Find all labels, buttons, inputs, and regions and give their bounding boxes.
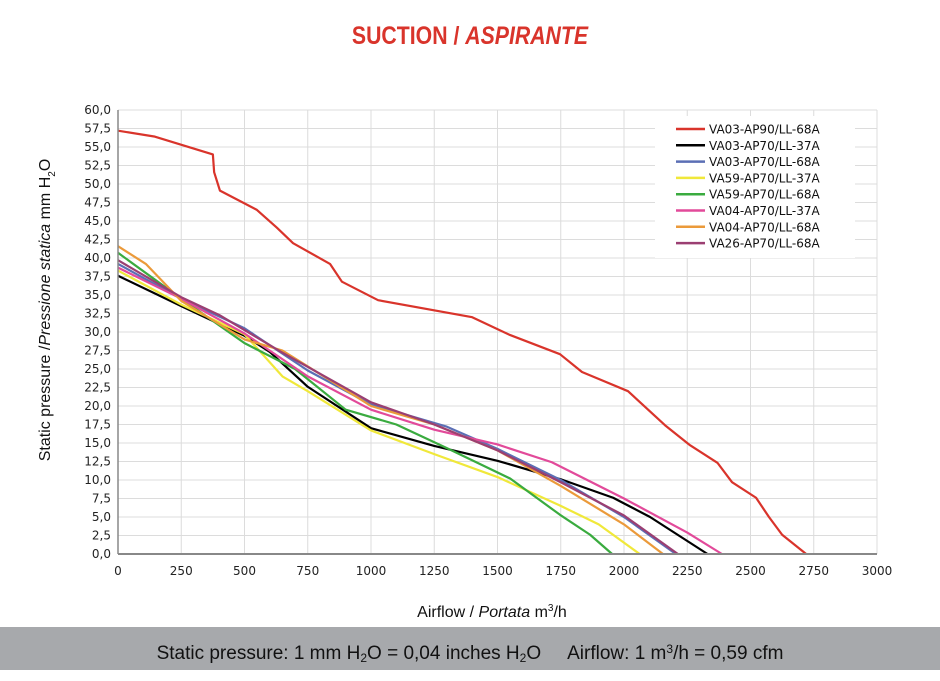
- axes: 0 250 500 750 1000 1250 1500 1750 2000 2250 2500 27…: [84, 103, 892, 578]
- series-lines: [117, 129, 807, 555]
- y-tick-label: 37,5: [84, 270, 111, 284]
- series-line: [117, 245, 664, 555]
- y-tick-label: 42,5: [84, 233, 111, 247]
- y-tick-label: 35,0: [84, 288, 111, 302]
- legend-label: VA04-AP70/LL-68A: [709, 220, 821, 234]
- legend-label: VA59-AP70/LL-68A: [709, 188, 821, 202]
- y-tick-label: 2,5: [92, 529, 111, 543]
- x-tick-label: 1000: [356, 564, 387, 578]
- y-axis-label: Static pressure /Pressione statica mm H2…: [37, 159, 58, 462]
- legend-label: VA03-AP90/LL-68A: [709, 123, 821, 137]
- x-tick-label: 1500: [482, 564, 513, 578]
- x-tick-label: 2000: [609, 564, 640, 578]
- x-tick-label: 1750: [545, 564, 576, 578]
- series-line: [117, 274, 709, 555]
- y-tick-label: 10,0: [84, 473, 111, 487]
- y-tick-label: 20,0: [84, 399, 111, 413]
- x-tick-label: 500: [233, 564, 256, 578]
- y-tick-label: 45,0: [84, 214, 111, 228]
- y-tick-label: 22,5: [84, 381, 111, 395]
- title-italic: ASPIRANTE: [465, 22, 589, 50]
- conversion-footer: Static pressure: 1 mm H2O = 0,04 inches …: [0, 627, 940, 670]
- legend: VA03-AP90/LL-68A VA03-AP70/LL-37A VA03-AP7…: [655, 116, 855, 258]
- y-tick-label: 47,5: [84, 196, 111, 210]
- legend-label: VA03-AP70/LL-68A: [709, 155, 821, 169]
- legend-label: VA59-AP70/LL-37A: [709, 171, 821, 185]
- y-tick-label: 40,0: [84, 251, 111, 265]
- legend-box: [655, 116, 855, 258]
- series-line: [117, 269, 641, 555]
- y-tick-label: 57,5: [84, 122, 111, 136]
- y-tick-label: 0,0: [92, 547, 111, 561]
- chart-title: SUCTION / ASPIRANTE: [71, 22, 870, 51]
- chart: 0 250 500 750 1000 1250 1500 1750 2000 2250 2500 27…: [37, 103, 892, 621]
- x-tick-label: 750: [296, 564, 319, 578]
- y-tick-label: 30,0: [84, 325, 111, 339]
- y-tick-label: 60,0: [84, 103, 111, 117]
- series-line: [117, 259, 679, 555]
- y-tick-label: 5,0: [92, 510, 111, 524]
- legend-label: VA26-AP70/LL-68A: [709, 237, 821, 251]
- y-tick-label: 52,5: [84, 159, 111, 173]
- x-tick-label: 2500: [735, 564, 766, 578]
- y-tick-label: 12,5: [84, 455, 111, 469]
- y-tick-label: 27,5: [84, 344, 111, 358]
- x-tick-label: 3000: [862, 564, 893, 578]
- series-line: [117, 251, 613, 555]
- y-tick-label: 17,5: [84, 418, 111, 432]
- x-tick-label: 2250: [672, 564, 703, 578]
- x-tick-label: 0: [114, 564, 122, 578]
- series-line: [117, 129, 807, 555]
- y-tick-label: 7,5: [92, 492, 111, 506]
- title-main: SUCTION /: [351, 22, 460, 50]
- legend-label: VA04-AP70/LL-37A: [709, 204, 821, 218]
- series-line: [117, 266, 723, 555]
- x-axis-label: Airflow / Portata m3/h: [417, 603, 567, 621]
- y-tick-label: 15,0: [84, 436, 111, 450]
- y-tick-label: 50,0: [84, 177, 111, 191]
- y-tick-label: 32,5: [84, 307, 111, 321]
- x-tick-label: 1250: [419, 564, 450, 578]
- x-tick-label: 2750: [798, 564, 829, 578]
- y-tick-label: 25,0: [84, 362, 111, 376]
- x-tick-label: 250: [170, 564, 193, 578]
- legend-label: VA03-AP70/LL-37A: [709, 139, 821, 153]
- y-tick-label: 55,0: [84, 140, 111, 154]
